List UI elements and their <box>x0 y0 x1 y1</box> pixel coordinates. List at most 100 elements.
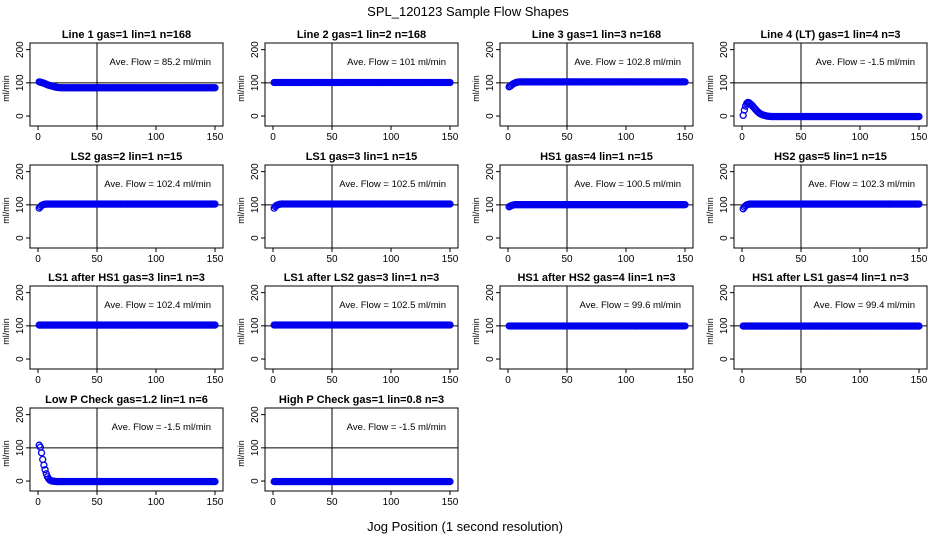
plot-frame <box>499 42 694 127</box>
panel-10: LS1 after LS2 gas=3 lin=1 n=3 0 50 100 150 0 1… <box>236 272 459 386</box>
x-tick-label: 50 <box>326 497 338 508</box>
data-point <box>446 321 454 329</box>
x-tick-label: 150 <box>207 375 224 386</box>
data-point <box>681 201 689 209</box>
panel-title: Line 2 gas=1 lin=2 n=168 <box>297 29 426 41</box>
x-tick-label: 150 <box>442 497 459 508</box>
y-axis-label: ml/min <box>471 75 481 102</box>
x-tick-label: 50 <box>91 254 103 265</box>
x-tick-label: 50 <box>91 375 103 386</box>
average-flow-annotation: Ave. Flow = 101 ml/min <box>347 57 446 68</box>
data-point <box>211 477 219 486</box>
average-flow-annotation: Ave. Flow = -1.5 ml/min <box>816 57 915 68</box>
x-tick-label: 0 <box>35 497 41 508</box>
y-tick-label: 0 <box>15 478 26 484</box>
plot-frame <box>499 285 694 370</box>
panel-title: LS2 gas=2 lin=1 n=15 <box>71 151 183 163</box>
x-tick-label: 100 <box>383 375 400 386</box>
x-tick-label: 50 <box>326 375 338 386</box>
y-tick-label: 200 <box>15 284 26 301</box>
y-axis-label: ml/min <box>236 318 246 345</box>
y-axis-label: ml/min <box>236 197 246 224</box>
y-tick-label: 100 <box>719 74 730 91</box>
x-tick-label: 150 <box>442 254 459 265</box>
y-tick-label: 200 <box>719 163 730 180</box>
average-flow-annotation: Ave. Flow = 102.5 ml/min <box>339 179 446 190</box>
y-tick-label: 0 <box>485 356 496 362</box>
x-tick-label: 150 <box>442 375 459 386</box>
y-tick-label: 100 <box>15 317 26 334</box>
average-flow-annotation: Ave. Flow = 102.4 ml/min <box>104 179 211 190</box>
y-tick-label: 100 <box>250 439 261 456</box>
panel-4: Line 4 (LT) gas=1 lin=4 n=3 0 50 100 150 0 100… <box>705 29 928 143</box>
y-tick-label: 100 <box>250 74 261 91</box>
x-tick-label: 50 <box>795 132 807 143</box>
average-flow-annotation: Ave. Flow = 100.5 ml/min <box>574 179 681 190</box>
average-flow-annotation: Ave. Flow = -1.5 ml/min <box>347 422 446 433</box>
panel-title: Line 3 gas=1 lin=3 n=168 <box>532 29 661 41</box>
y-tick-label: 200 <box>15 163 26 180</box>
y-tick-label: 100 <box>250 317 261 334</box>
data-point <box>40 461 48 469</box>
x-tick-label: 150 <box>677 254 694 265</box>
x-tick-label: 100 <box>383 254 400 265</box>
x-tick-label: 0 <box>270 254 276 265</box>
x-tick-label: 50 <box>561 375 573 386</box>
x-tick-label: 150 <box>677 132 694 143</box>
x-tick-label: 150 <box>677 375 694 386</box>
data-point <box>211 84 219 92</box>
plot-frame <box>733 285 928 370</box>
panel-title: HS2 gas=5 lin=1 n=15 <box>774 151 887 163</box>
x-tick-label: 0 <box>35 132 41 143</box>
y-axis-label: ml/min <box>1 75 11 102</box>
average-flow-annotation: Ave. Flow = 102.5 ml/min <box>339 300 446 311</box>
x-tick-label: 0 <box>270 497 276 508</box>
y-tick-label: 0 <box>719 356 730 362</box>
panel-12: HS1 after LS1 gas=4 lin=1 n=3 0 50 100 150 0 1… <box>705 272 928 386</box>
y-tick-label: 0 <box>15 235 26 241</box>
y-axis-label: ml/min <box>705 197 715 224</box>
y-tick-label: 200 <box>15 41 26 58</box>
panel-title: Low P Check gas=1.2 lin=1 n=6 <box>45 394 208 406</box>
x-tick-label: 0 <box>739 132 745 143</box>
y-tick-label: 100 <box>719 196 730 213</box>
x-tick-label: 100 <box>148 375 165 386</box>
average-flow-annotation: Ave. Flow = 102.3 ml/min <box>808 179 915 190</box>
panel-2: Line 2 gas=1 lin=2 n=168 0 50 100 150 0 100 200… <box>236 29 459 143</box>
x-tick-label: 50 <box>561 254 573 265</box>
plot-frame <box>29 42 224 127</box>
panel-6: LS1 gas=3 lin=1 n=15 0 50 100 150 0 100 200 ml/m… <box>236 151 459 265</box>
y-tick-label: 100 <box>485 74 496 91</box>
data-point <box>446 477 454 486</box>
x-tick-label: 50 <box>795 254 807 265</box>
plot-frame <box>264 285 459 370</box>
y-tick-label: 0 <box>485 113 496 119</box>
y-axis-label: ml/min <box>471 318 481 345</box>
y-axis-label: ml/min <box>236 440 246 467</box>
data-point <box>37 449 46 457</box>
x-axis-label: Jog Position (1 second resolution) <box>367 519 563 534</box>
x-tick-label: 150 <box>207 132 224 143</box>
y-tick-label: 100 <box>15 74 26 91</box>
plot-frame <box>29 407 224 492</box>
panel-title: High P Check gas=1 lin=0.8 n=3 <box>279 394 444 406</box>
y-tick-label: 200 <box>485 163 496 180</box>
plot-frame <box>29 285 224 370</box>
panel-1: Line 1 gas=1 lin=1 n=168 0 50 100 150 0 100 200… <box>1 29 224 143</box>
x-tick-label: 0 <box>270 375 276 386</box>
average-flow-annotation: Ave. Flow = 99.4 ml/min <box>814 300 915 311</box>
data-point <box>740 106 749 114</box>
y-tick-label: 200 <box>15 406 26 423</box>
panel-title: LS1 gas=3 lin=1 n=15 <box>306 151 418 163</box>
x-tick-label: 100 <box>383 497 400 508</box>
data-point <box>681 322 689 330</box>
x-tick-label: 150 <box>442 132 459 143</box>
panel-7: HS1 gas=4 lin=1 n=15 0 50 100 150 0 100 200 ml/m… <box>471 151 694 265</box>
x-tick-label: 100 <box>618 375 635 386</box>
x-tick-label: 0 <box>505 375 511 386</box>
x-tick-label: 0 <box>505 254 511 265</box>
panel-title: Line 1 gas=1 lin=1 n=168 <box>62 29 191 41</box>
y-axis-label: ml/min <box>1 318 11 345</box>
x-tick-label: 100 <box>618 132 635 143</box>
panel-9: LS1 after HS1 gas=3 lin=1 n=3 0 50 100 150 0 1… <box>1 272 224 386</box>
